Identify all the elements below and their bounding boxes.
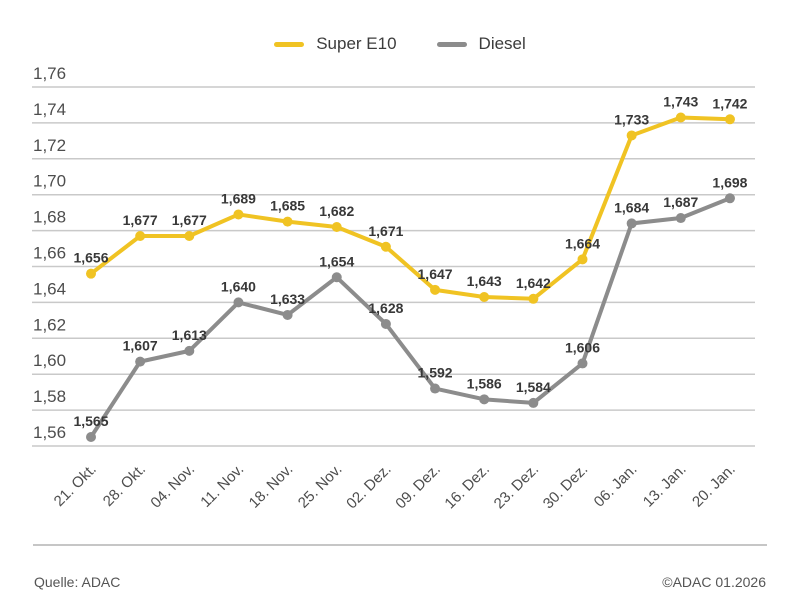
y-axis-tick-label: 1,64 [33,279,66,298]
super-e10-line-swatch-icon [274,41,305,47]
footer-divider [33,544,767,546]
data-point-marker-super-e10 [675,112,686,123]
y-axis-tick-label: 1,62 [33,315,66,334]
data-point-value-label-diesel: 1,613 [172,327,207,343]
data-point-marker-diesel [233,297,244,308]
x-axis-tick-label: 02. Dez. [343,461,395,513]
data-point-value-label-super-e10: 1,742 [712,95,747,111]
data-point-value-label-super-e10: 1,647 [418,266,453,282]
y-axis-tick-label: 1,72 [33,136,66,155]
data-point-marker-diesel [135,356,146,367]
footer-source: Quelle: ADAC [34,574,121,590]
chart-legend: Super E10 Diesel [0,34,800,54]
x-axis-tick-label: 30. Dez. [540,461,592,513]
y-axis-tick-label: 1,76 [33,64,66,83]
x-axis-tick-label: 18. Nov. [246,461,297,512]
data-point-value-label-diesel: 1,684 [614,199,649,215]
data-point-marker-super-e10 [479,292,490,303]
data-point-marker-super-e10 [430,284,441,295]
data-point-marker-diesel [380,318,391,329]
data-point-value-label-super-e10: 1,643 [467,273,502,289]
data-point-value-label-diesel: 1,633 [270,291,305,307]
data-point-value-label-diesel: 1,586 [467,375,502,391]
x-axis-tick-label: 21. Okt. [51,461,100,510]
series-line-diesel [89,196,732,440]
x-axis-tick-label: 25. Nov. [295,461,346,512]
data-point-marker-diesel [86,432,96,443]
data-point-value-label-super-e10: 1,664 [565,235,600,251]
data-point-value-label-super-e10: 1,656 [73,250,108,266]
x-axis-tick-label: 16. Dez. [441,461,493,513]
data-point-value-label-super-e10: 1,677 [172,212,207,228]
data-point-marker-diesel [430,383,441,394]
data-point-value-label-super-e10: 1,671 [368,223,403,239]
legend-item-diesel: Diesel [436,34,526,54]
x-axis-tick-label: 06. Jan. [591,461,641,511]
data-point-marker-super-e10 [184,230,195,241]
x-axis-tick-label: 13. Jan. [640,461,690,511]
legend-label-super-e10: Super E10 [316,34,397,53]
data-point-marker-diesel [282,309,293,320]
y-axis-tick-label: 1,60 [33,351,66,370]
data-point-marker-super-e10 [724,114,735,125]
footer: Quelle: ADAC ©ADAC 01.2026 [34,574,766,590]
data-point-value-label-diesel: 1,607 [123,338,158,354]
y-axis-tick-label: 1,58 [33,387,66,406]
data-point-marker-super-e10 [86,268,96,279]
data-point-value-label-diesel: 1,592 [418,365,453,381]
data-point-value-label-super-e10: 1,689 [221,190,256,206]
x-axis-tick-label: 28. Okt. [100,461,149,510]
data-point-marker-diesel [479,394,490,405]
data-point-marker-diesel [626,218,637,229]
y-axis-tick-label: 1,66 [33,244,66,263]
data-point-value-label-diesel: 1,628 [368,300,403,316]
data-point-value-label-diesel: 1,584 [516,379,551,395]
series-line-super-e10 [89,115,732,301]
data-point-marker-super-e10 [282,216,293,227]
footer-copyright: ©ADAC 01.2026 [662,574,766,590]
diesel-line-swatch-icon [436,41,467,47]
data-point-marker-super-e10 [233,209,244,220]
x-axis-tick-label: 04. Nov. [147,461,198,512]
data-point-marker-diesel [331,272,342,283]
y-axis-tick-label: 1,74 [33,100,66,119]
data-point-marker-super-e10 [380,241,391,252]
data-point-value-label-super-e10: 1,682 [319,203,354,219]
x-axis-tick-label: 20. Jan. [689,461,739,511]
data-point-marker-diesel [528,397,539,408]
data-point-value-label-diesel: 1,654 [319,253,354,269]
data-point-marker-diesel [184,345,195,356]
data-point-value-label-super-e10: 1,642 [516,275,551,291]
y-axis-tick-label: 1,68 [33,208,66,227]
y-axis-tick-label: 1,70 [33,172,66,191]
data-point-value-label-super-e10: 1,677 [123,212,158,228]
legend-label-diesel: Diesel [478,34,526,53]
data-point-marker-super-e10 [135,230,146,241]
data-point-value-label-super-e10: 1,743 [663,94,698,110]
legend-item-super-e10: Super E10 [274,34,397,54]
y-axis-tick-label: 1,56 [33,423,66,442]
data-point-value-label-diesel: 1,640 [221,278,256,294]
data-point-value-label-diesel: 1,606 [565,339,600,355]
data-point-value-label-diesel: 1,565 [73,413,108,429]
x-axis-tick-label: 23. Dez. [491,461,543,513]
data-point-value-label-diesel: 1,687 [663,194,698,210]
data-point-marker-diesel [675,213,686,224]
data-point-marker-diesel [724,193,735,204]
data-point-marker-diesel [577,358,588,369]
data-point-marker-super-e10 [331,222,342,233]
data-point-marker-super-e10 [626,130,637,141]
data-point-value-label-diesel: 1,698 [712,174,747,190]
data-point-value-label-super-e10: 1,685 [270,198,305,214]
data-point-value-label-super-e10: 1,733 [614,111,649,127]
data-point-marker-super-e10 [577,254,588,265]
price-chart: 1,56 1,58 1,60 1,62 1,64 1,66 1,68 1,70 1,72 1,74… [32,64,755,513]
x-axis-tick-label: 11. Nov. [197,461,247,511]
x-axis-tick-label: 09. Dez. [392,461,444,513]
data-point-marker-super-e10 [528,293,539,304]
